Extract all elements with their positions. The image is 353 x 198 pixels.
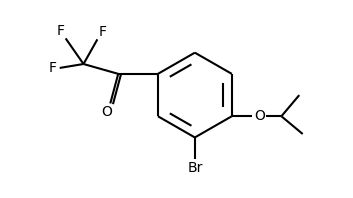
Text: F: F <box>49 61 57 75</box>
Text: O: O <box>254 109 265 123</box>
Text: F: F <box>98 26 106 39</box>
Text: Br: Br <box>187 161 203 175</box>
Text: F: F <box>57 25 65 38</box>
Text: O: O <box>101 105 112 119</box>
